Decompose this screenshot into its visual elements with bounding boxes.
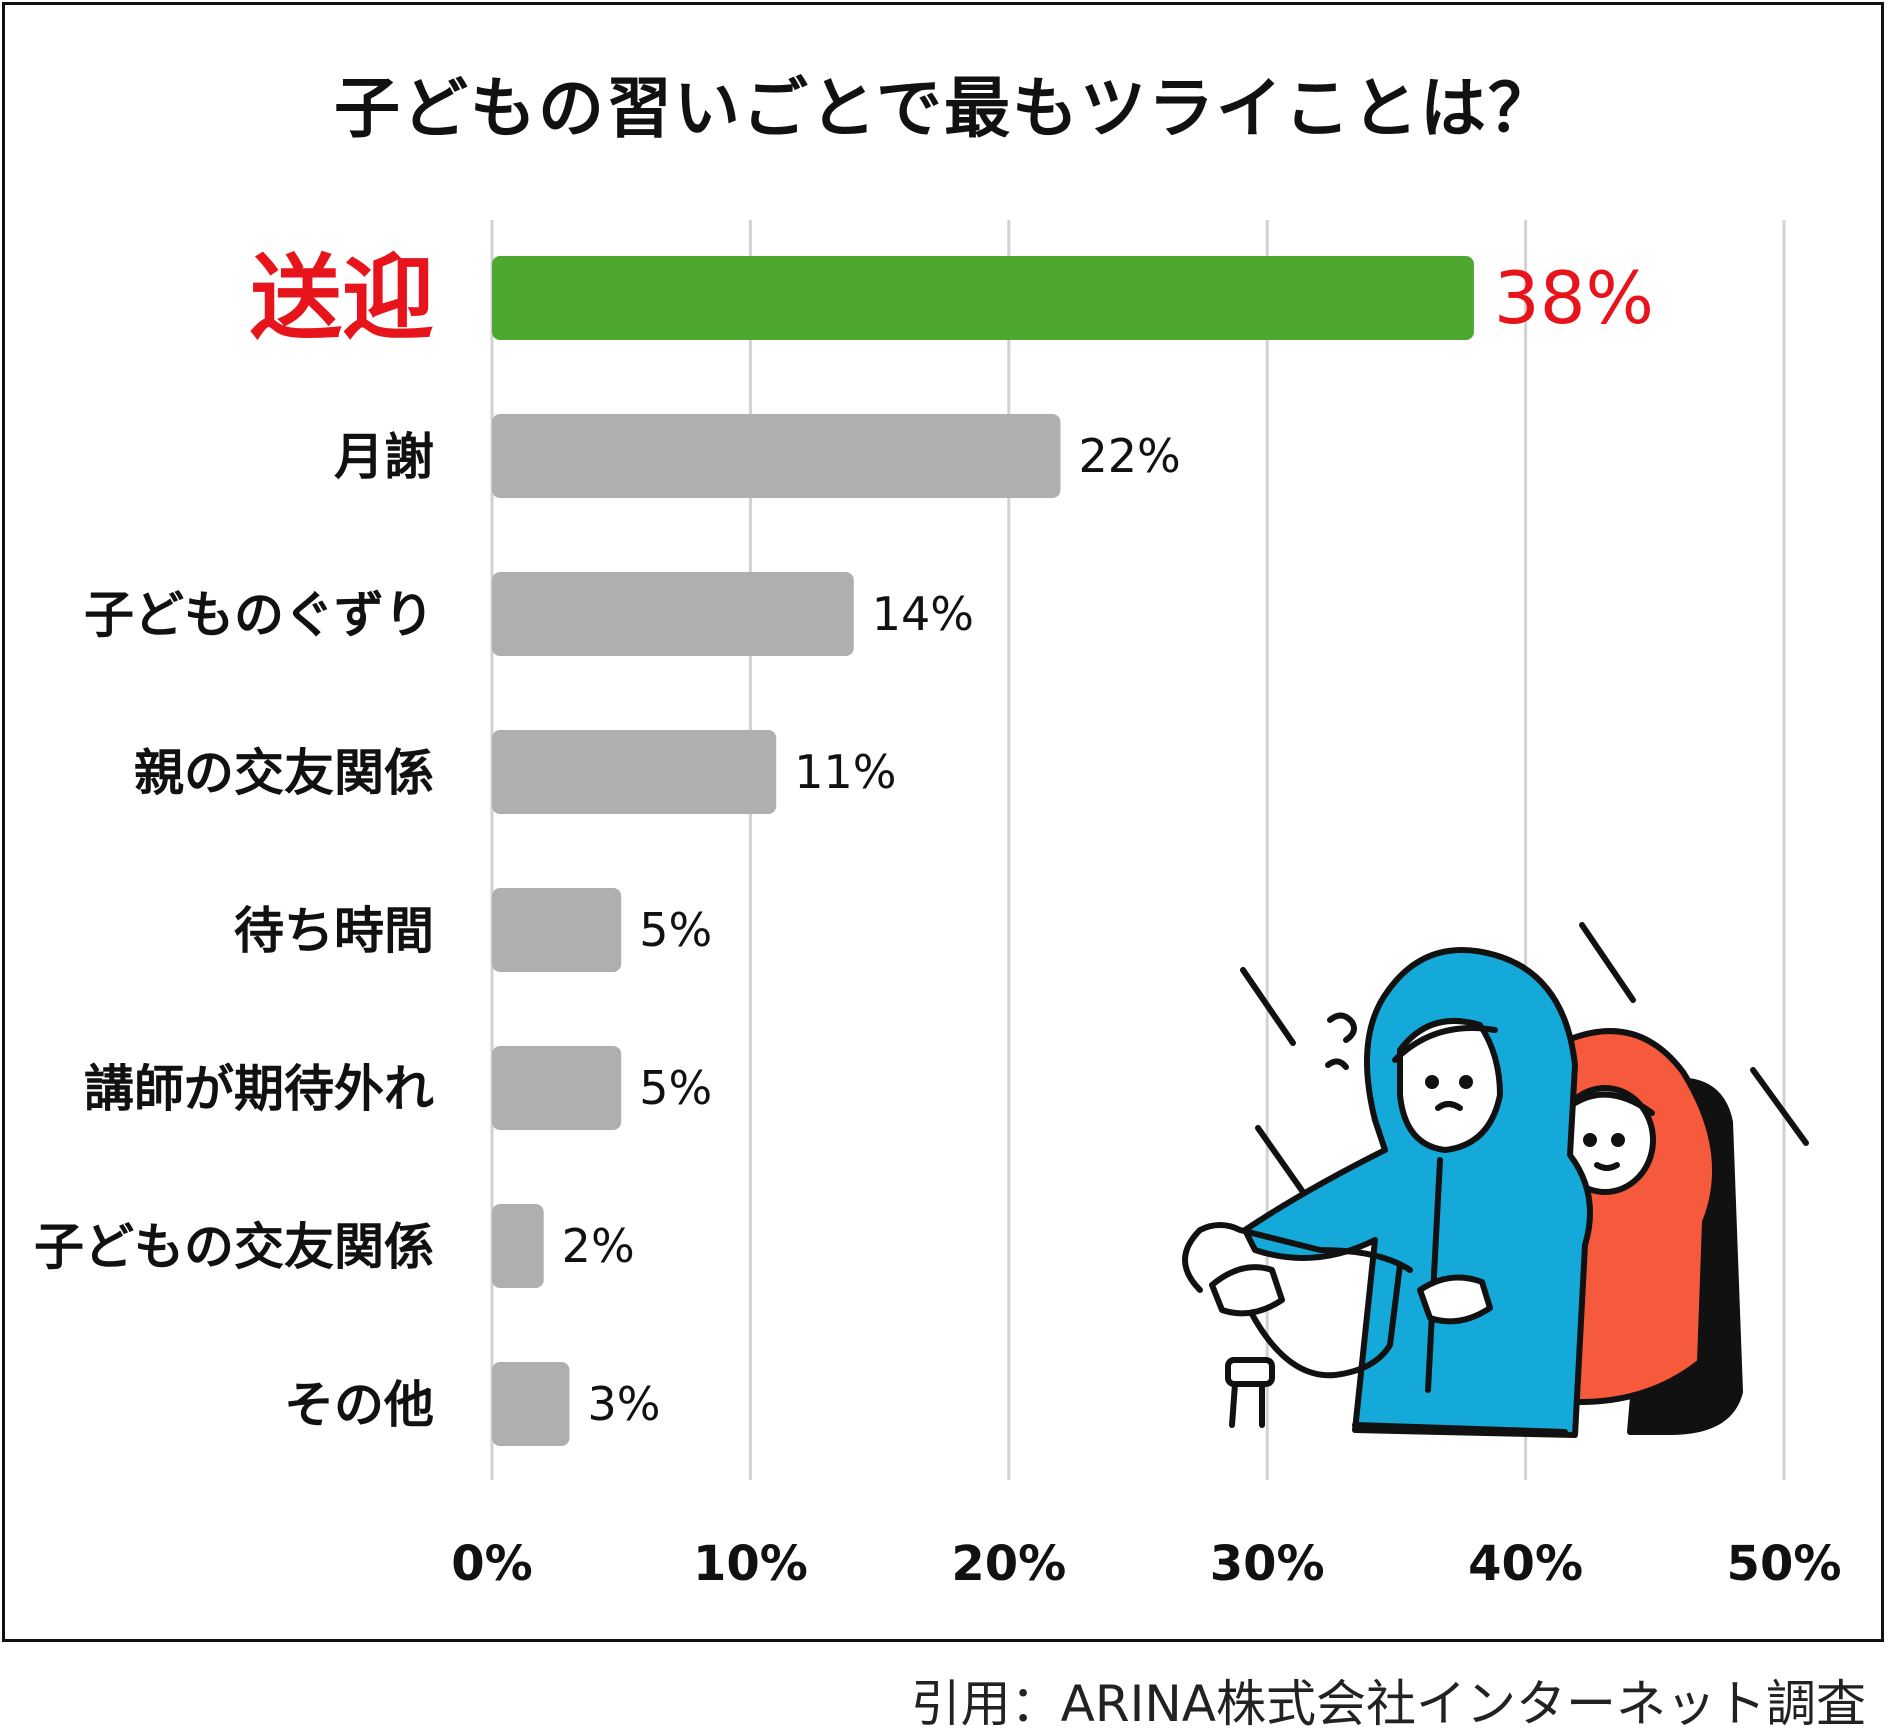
bar <box>492 1362 570 1446</box>
chart-frame <box>2 2 1884 1642</box>
child-eye-icon <box>1611 1133 1625 1147</box>
parent-eye-icon <box>1459 1075 1473 1089</box>
value-label: 38% <box>1494 256 1654 340</box>
bar <box>492 1046 622 1130</box>
bike-stem-icon <box>1225 1357 1275 1387</box>
category-label: 親の交友関係 <box>134 744 434 802</box>
bike-fork-icon <box>1229 1381 1238 1428</box>
value-label: 11% <box>794 745 896 799</box>
parent-eye-icon <box>1425 1075 1439 1089</box>
rain-streak <box>1255 1125 1313 1205</box>
x-axis-ticks: 0% 10% 20% 30% 40% 50% <box>451 1536 1841 1592</box>
bar <box>492 888 622 972</box>
parent-mouth-icon <box>1435 1101 1463 1111</box>
source-note: 引用：ARINA株式会社インターネット調査 <box>910 1675 1866 1733</box>
x-tick-label: 40% <box>1468 1536 1583 1592</box>
x-tick-label: 20% <box>951 1536 1066 1592</box>
category-label: その他 <box>284 1376 434 1434</box>
bar <box>492 256 1474 340</box>
value-label: 2% <box>562 1219 635 1273</box>
category-label: 子どもの交友関係 <box>34 1218 434 1276</box>
rain-streak <box>1750 1067 1809 1146</box>
zipper-line <box>1425 1157 1443 1393</box>
x-tick-label: 50% <box>1727 1536 1842 1592</box>
handlebar-icon <box>1182 1222 1413 1293</box>
category-label: 講師が期待外れ <box>84 1060 434 1118</box>
category-label: 子どものぐずり <box>84 586 434 644</box>
parent-coat-icon <box>1242 947 1593 1438</box>
value-labels: 38% 22% 14% 11% 5% 5% 2% 3% <box>562 256 1654 1431</box>
child-eye-icon <box>1583 1133 1597 1147</box>
bar <box>492 572 854 656</box>
x-tick-label: 10% <box>693 1536 808 1592</box>
hand-icon <box>1209 1264 1285 1317</box>
confusion-mark <box>1327 1012 1357 1043</box>
raincoat-illustration <box>1182 922 1809 1438</box>
category-label: 待ち時間 <box>234 902 434 960</box>
bar <box>492 730 777 814</box>
value-label: 5% <box>639 903 712 957</box>
confusion-mark <box>1325 1058 1349 1070</box>
category-label: 送迎 <box>250 245 434 352</box>
coat-hem-line <box>1352 1422 1568 1435</box>
child-mouth-icon <box>1594 1162 1620 1171</box>
rain-streak <box>1240 967 1296 1046</box>
x-tick-label: 0% <box>451 1536 533 1592</box>
value-label: 5% <box>639 1061 712 1115</box>
parent-face-icon <box>1397 1017 1503 1153</box>
bar <box>492 1204 544 1288</box>
handlebar-icon <box>1237 1262 1403 1379</box>
bars <box>492 256 1474 1446</box>
rain-streak <box>1579 922 1636 1003</box>
parent-hair-icon <box>1392 1025 1498 1063</box>
value-label: 22% <box>1078 429 1180 483</box>
bar <box>492 414 1061 498</box>
value-label: 14% <box>872 587 974 641</box>
x-tick-label: 30% <box>1210 1536 1325 1592</box>
chart-title: 子どもの習いごとで最もツライことは？ <box>333 70 1557 147</box>
value-label: 3% <box>588 1377 661 1431</box>
hand-icon <box>1417 1274 1493 1325</box>
category-label: 月謝 <box>334 428 434 486</box>
